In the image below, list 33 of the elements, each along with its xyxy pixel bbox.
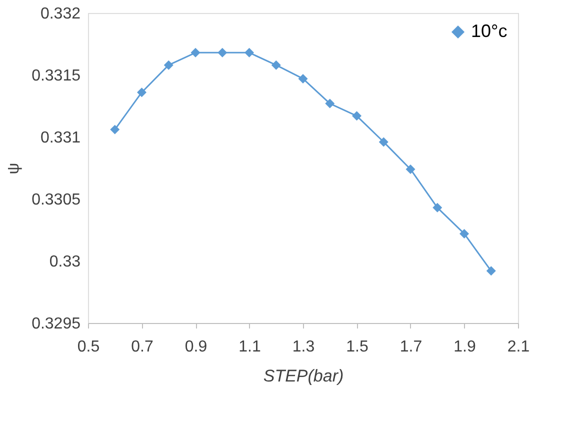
point <box>190 48 200 58</box>
point <box>486 266 496 276</box>
point <box>271 60 281 70</box>
point <box>406 164 416 174</box>
x-axis-title: STEP(bar) <box>263 366 344 386</box>
point <box>110 124 120 134</box>
y-tick-label: 0.33 <box>49 254 81 270</box>
x-tick-label: 0.9 <box>184 338 208 356</box>
y-tick-label: 0.331 <box>40 130 81 146</box>
y-tick-label: 0.3315 <box>32 68 81 84</box>
y-axis-title: ψ <box>6 162 23 174</box>
point <box>298 74 308 84</box>
point <box>325 98 335 108</box>
x-tick-label: 1.1 <box>238 338 261 356</box>
point <box>164 60 174 70</box>
x-tick-label: 0.5 <box>77 338 100 356</box>
point <box>244 48 254 58</box>
y-tick-label: 0.3295 <box>32 316 81 332</box>
legend-label: 10°c <box>471 21 508 41</box>
y-tick-label: 0.3305 <box>32 192 81 208</box>
x-tick-label: 0.7 <box>131 338 154 356</box>
x-tick-label: 1.3 <box>292 338 315 356</box>
y-tick-label: 0.332 <box>40 6 81 22</box>
x-tick-label: 1.9 <box>454 338 476 356</box>
x-tick-label: 1.5 <box>346 338 368 356</box>
point <box>137 88 146 98</box>
point <box>460 228 469 238</box>
point <box>378 137 388 147</box>
x-tick-label: 2.1 <box>507 338 530 356</box>
point <box>432 202 442 212</box>
x-tick-label: 1.7 <box>400 338 422 356</box>
point <box>218 48 228 58</box>
point <box>352 111 362 121</box>
